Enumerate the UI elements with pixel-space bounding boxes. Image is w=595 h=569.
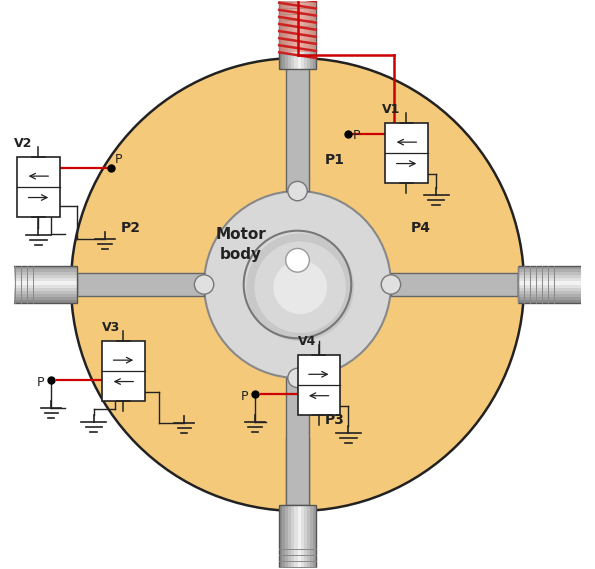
- Bar: [0, 284, 77, 287]
- Bar: [309, 0, 313, 69]
- Circle shape: [71, 58, 524, 511]
- Bar: [282, 0, 286, 69]
- Ellipse shape: [590, 266, 595, 303]
- Bar: [286, 378, 309, 505]
- Bar: [0, 291, 77, 294]
- Bar: [292, 505, 295, 569]
- Circle shape: [195, 275, 214, 294]
- Circle shape: [204, 191, 391, 378]
- Bar: [518, 294, 595, 296]
- Bar: [0, 296, 77, 300]
- Bar: [0, 282, 77, 284]
- Bar: [0, 275, 77, 278]
- Bar: [303, 0, 306, 69]
- Bar: [518, 282, 595, 284]
- Text: P4: P4: [411, 221, 431, 235]
- Circle shape: [288, 368, 307, 387]
- Bar: [295, 505, 298, 569]
- Bar: [300, 505, 303, 569]
- Bar: [292, 0, 295, 69]
- Text: V2: V2: [14, 137, 33, 150]
- Bar: [286, 505, 289, 569]
- Bar: [298, 505, 300, 569]
- Text: P1: P1: [325, 153, 345, 167]
- Text: P2: P2: [121, 221, 141, 235]
- Bar: [518, 275, 595, 278]
- Bar: [0, 273, 77, 275]
- Bar: [518, 273, 595, 296]
- Bar: [313, 505, 316, 569]
- Bar: [298, 0, 300, 69]
- Bar: [518, 291, 595, 294]
- Circle shape: [381, 275, 400, 294]
- Bar: [298, 355, 340, 415]
- Bar: [289, 505, 292, 569]
- Bar: [518, 284, 595, 287]
- Bar: [313, 0, 316, 69]
- Bar: [518, 266, 595, 303]
- Bar: [0, 294, 77, 296]
- Bar: [279, 0, 316, 69]
- Bar: [306, 0, 309, 69]
- Bar: [77, 273, 204, 296]
- Text: V4: V4: [298, 336, 316, 348]
- Text: V3: V3: [102, 321, 120, 335]
- Circle shape: [246, 233, 354, 341]
- Bar: [279, 505, 282, 569]
- Bar: [0, 278, 77, 282]
- Bar: [17, 157, 60, 217]
- Text: V1: V1: [383, 104, 401, 116]
- Bar: [279, 0, 282, 69]
- Bar: [306, 505, 309, 569]
- Bar: [386, 123, 428, 183]
- Circle shape: [288, 182, 307, 201]
- Bar: [102, 341, 145, 401]
- Bar: [286, 64, 309, 191]
- Bar: [518, 300, 595, 303]
- Bar: [309, 505, 313, 569]
- Bar: [0, 266, 77, 269]
- Circle shape: [286, 249, 309, 272]
- Bar: [0, 266, 77, 303]
- Circle shape: [255, 241, 346, 333]
- Bar: [518, 287, 595, 291]
- Bar: [518, 278, 595, 282]
- Text: P: P: [353, 129, 361, 142]
- Bar: [0, 287, 77, 291]
- Bar: [289, 0, 292, 69]
- Text: P: P: [37, 376, 45, 389]
- Bar: [282, 505, 286, 569]
- Bar: [286, 438, 309, 569]
- Text: P3: P3: [325, 414, 345, 427]
- Bar: [286, 0, 289, 69]
- Bar: [391, 273, 518, 296]
- Bar: [0, 300, 77, 303]
- Bar: [518, 273, 595, 275]
- Bar: [518, 266, 595, 269]
- Bar: [303, 505, 306, 569]
- Bar: [279, 505, 316, 569]
- Bar: [518, 296, 595, 300]
- Bar: [0, 269, 77, 273]
- Text: P: P: [115, 153, 123, 166]
- Ellipse shape: [0, 266, 5, 303]
- Text: Motor
body: Motor body: [215, 228, 266, 262]
- Text: P: P: [241, 390, 248, 403]
- Bar: [0, 273, 77, 296]
- Bar: [295, 0, 298, 69]
- Bar: [518, 269, 595, 273]
- Bar: [279, 0, 316, 52]
- Circle shape: [273, 260, 327, 314]
- Bar: [300, 0, 303, 69]
